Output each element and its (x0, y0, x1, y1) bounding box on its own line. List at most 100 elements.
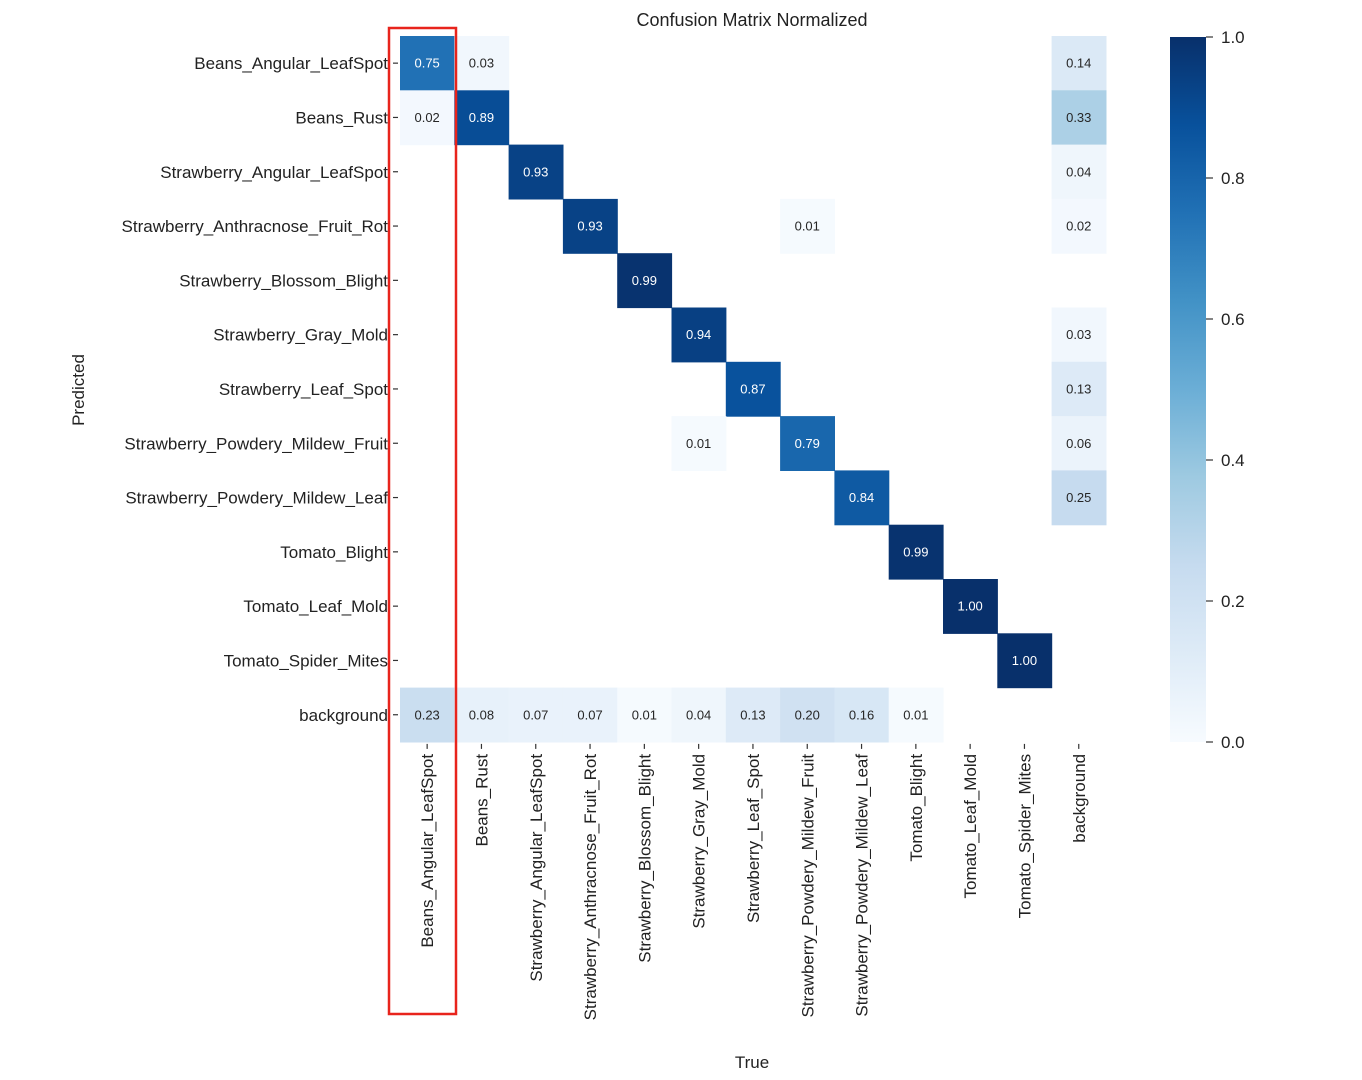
heatmap-cell (834, 470, 890, 526)
heatmap-cell (888, 524, 944, 580)
cell-value-label: 0.03 (469, 56, 494, 71)
colorbar-tick-label: 0.0 (1221, 733, 1245, 752)
heatmap-cell (400, 36, 455, 91)
y-tick-label: Strawberry_Blossom_Blight (179, 271, 388, 290)
heatmap-cell (671, 687, 727, 743)
heatmap-cell (834, 687, 890, 743)
heatmap-cell (400, 90, 455, 146)
x-tick-label: Strawberry_Anthracnose_Fruit_Rot (581, 754, 600, 1021)
x-tick-label: Tomato_Blight (907, 754, 926, 862)
heatmap-cell (400, 687, 455, 743)
y-tick-label: Strawberry_Leaf_Spot (219, 380, 388, 399)
cell-value-label: 0.04 (686, 707, 711, 722)
colorbar-tick-label: 0.6 (1221, 310, 1245, 329)
cell-value-label: 0.06 (1066, 436, 1091, 451)
y-tick-label: Strawberry_Anthracnose_Fruit_Rot (122, 217, 389, 236)
heatmap-cell (1051, 307, 1107, 363)
cell-value-label: 0.16 (849, 707, 874, 722)
y-axis-ticks: Beans_Angular_LeafSpot Beans_Rust Strawber… (122, 54, 398, 725)
heatmap-cell (888, 687, 944, 743)
colorbar-tick-label: 0.8 (1221, 169, 1245, 188)
heatmap-cell (617, 253, 673, 309)
cell-value-label: 0.79 (795, 436, 820, 451)
x-tick-label: Tomato_Spider_Mites (1015, 754, 1034, 918)
y-tick-label: Beans_Rust (295, 108, 388, 127)
heatmap-cell (725, 687, 781, 743)
heatmap-cell (1051, 144, 1107, 200)
cell-value-label: 0.20 (795, 707, 820, 722)
cell-value-label: 0.75 (414, 56, 439, 71)
heatmap-cell (562, 687, 618, 743)
heatmap-cell-labels: 0.75 0.03 0.14 0.02 0.89 0.33 0.93 0.04 0.93 0.01… (414, 56, 1091, 723)
x-tick-label: Strawberry_Gray_Mold (690, 754, 709, 929)
cell-value-label: 0.84 (849, 490, 874, 505)
cell-value-label: 0.94 (686, 327, 711, 342)
heatmap-cell (454, 36, 510, 91)
cell-value-label: 0.01 (632, 707, 657, 722)
x-tick-label: Strawberry_Blossom_Blight (635, 754, 654, 963)
heatmap-cell (454, 90, 510, 146)
x-tick-label: Beans_Angular_LeafSpot (418, 754, 437, 948)
y-tick-label: Strawberry_Powdery_Mildew_Fruit (124, 434, 388, 453)
cell-value-label: 0.14 (1066, 56, 1091, 71)
y-tick-label: Strawberry_Angular_LeafSpot (160, 163, 388, 182)
x-tick-label: Beans_Rust (472, 754, 491, 847)
cell-value-label: 0.99 (632, 273, 657, 288)
heatmap-cell (725, 361, 781, 417)
colorbar-tick-label: 0.4 (1221, 451, 1245, 470)
cell-value-label: 0.93 (523, 164, 548, 179)
cell-value-label: 0.13 (740, 707, 765, 722)
cell-value-label: 0.01 (903, 707, 928, 722)
x-tick-label: background (1070, 754, 1089, 843)
cell-value-label: 1.00 (957, 599, 982, 614)
cell-value-label: 0.33 (1066, 110, 1091, 125)
heatmap-cell (1051, 470, 1107, 526)
heatmap-cell (454, 687, 510, 743)
heatmap-cell (562, 198, 618, 254)
heatmap-cell (780, 687, 835, 743)
heatmap-cell (508, 144, 564, 200)
heatmap-cells (400, 36, 1107, 743)
heatmap-cell (1051, 36, 1107, 91)
y-tick-label: Tomato_Leaf_Mold (243, 597, 388, 616)
heatmap-cell (508, 687, 564, 743)
colorbar-tick-label: 1.0 (1221, 28, 1245, 47)
heatmap-cell (997, 633, 1053, 689)
x-tick-label: Tomato_Leaf_Mold (961, 754, 980, 899)
highlight-box-beans-angular-leafspot (387, 26, 458, 1016)
heatmap-cell (617, 687, 673, 743)
cell-value-label: 0.01 (686, 436, 711, 451)
heatmap-cell (780, 416, 835, 471)
y-tick-label: background (299, 706, 388, 725)
cell-value-label: 0.08 (469, 707, 494, 722)
cell-value-label: 0.01 (795, 219, 820, 234)
cell-value-label: 0.03 (1066, 327, 1091, 342)
cell-value-label: 0.07 (523, 707, 548, 722)
heatmap-cell (1051, 198, 1107, 254)
y-tick-label: Beans_Angular_LeafSpot (194, 54, 388, 73)
cell-value-label: 0.99 (903, 544, 928, 559)
cell-value-label: 0.04 (1066, 164, 1091, 179)
x-tick-label: Strawberry_Angular_LeafSpot (527, 754, 546, 982)
y-axis-label: Predicted (69, 354, 88, 426)
heatmap-cell (943, 579, 998, 634)
heatmap-cell (780, 198, 835, 254)
y-tick-label: Tomato_Spider_Mites (224, 651, 388, 670)
cell-value-label: 0.25 (1066, 490, 1091, 505)
cell-value-label: 0.02 (1066, 219, 1091, 234)
cell-value-label: 0.23 (414, 707, 439, 722)
x-tick-label: Strawberry_Powdery_Mildew_Leaf (853, 754, 872, 1017)
cell-value-label: 0.02 (414, 110, 439, 125)
heatmap-cell (1051, 361, 1107, 417)
chart-title: Confusion Matrix Normalized (636, 10, 867, 30)
x-axis-label: True (735, 1053, 769, 1072)
colorbar-ticks: 0.0 0.2 0.4 0.6 0.8 1.0 (1206, 28, 1245, 752)
y-tick-label: Strawberry_Powdery_Mildew_Leaf (125, 489, 388, 508)
cell-value-label: 0.89 (469, 110, 494, 125)
colorbar-tick-label: 0.2 (1221, 592, 1245, 611)
colorbar (1170, 37, 1206, 742)
x-tick-label: Strawberry_Powdery_Mildew_Fruit (798, 754, 817, 1018)
y-tick-label: Strawberry_Gray_Mold (213, 326, 388, 345)
